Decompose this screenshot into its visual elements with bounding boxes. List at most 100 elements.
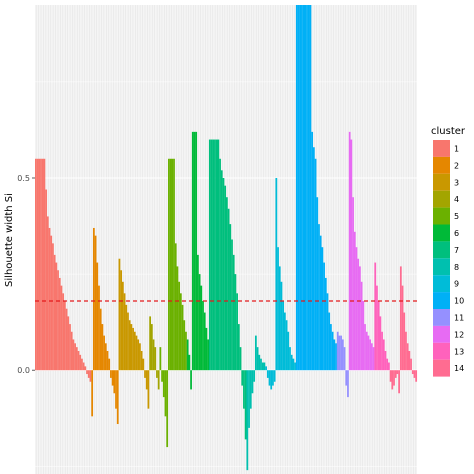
- silhouette-bar-cluster-5: [162, 370, 165, 398]
- silhouette-bar-cluster-3: [135, 335, 138, 371]
- silhouette-bar-cluster-2: [99, 308, 102, 371]
- silhouette-bar-cluster-9: [277, 247, 279, 371]
- legend-label-11: 11: [454, 313, 464, 322]
- silhouette-bar-cluster-3: [128, 320, 131, 371]
- legend-label-3: 3: [454, 178, 459, 187]
- silhouette-bar-cluster-1: [48, 227, 51, 371]
- silhouette-bar-cluster-9: [273, 370, 276, 382]
- silhouette-bar-cluster-10: [319, 235, 322, 371]
- silhouette-bar-cluster-6: [202, 301, 204, 371]
- legend-key-9: [433, 275, 450, 293]
- silhouette-bar-cluster-7: [219, 158, 221, 371]
- silhouette-bar-cluster-6: [190, 370, 192, 390]
- silhouette-bar-cluster-14: [408, 350, 411, 371]
- silhouette-bar-cluster-1: [58, 277, 61, 371]
- silhouette-bar-cluster-10: [328, 312, 331, 371]
- legend-key-10: [433, 292, 450, 309]
- silhouette-bar-cluster-7: [226, 197, 228, 371]
- silhouette-bar-cluster-6: [205, 327, 208, 371]
- silhouette-bar-cluster-12: [365, 331, 368, 371]
- silhouette-bar-cluster-6: [186, 339, 189, 371]
- silhouette-bar-cluster-12: [357, 258, 360, 371]
- silhouette-bar-cluster-7: [217, 139, 220, 371]
- legend-key-6: [433, 224, 450, 242]
- silhouette-bar-cluster-7: [232, 254, 235, 371]
- silhouette-bar-cluster-8: [249, 370, 252, 409]
- legend-label-6: 6: [454, 229, 459, 238]
- legend-key-12: [433, 325, 450, 343]
- silhouette-bar-cluster-12: [367, 335, 370, 371]
- legend-label-1: 1: [454, 144, 459, 153]
- silhouette-bar-cluster-8: [251, 370, 254, 394]
- legend-key-2: [433, 156, 450, 174]
- silhouette-bar-cluster-10: [323, 262, 325, 371]
- silhouette-bar-cluster-8: [246, 370, 249, 471]
- silhouette-bar-cluster-13: [376, 285, 378, 371]
- silhouette-bar-cluster-13: [377, 301, 380, 371]
- silhouette-bar-cluster-10: [299, 5, 302, 371]
- silhouette-bar-cluster-4: [149, 316, 152, 371]
- silhouette-bar-cluster-1: [55, 262, 58, 371]
- legend-key-4: [433, 190, 450, 208]
- silhouette-bar-cluster-3: [130, 324, 133, 371]
- silhouette-bar-cluster-1: [84, 366, 87, 371]
- silhouette-bar-cluster-1: [52, 243, 54, 371]
- silhouette-bar-cluster-12: [362, 301, 365, 371]
- silhouette-bar-cluster-7: [215, 139, 218, 371]
- silhouette-bar-cluster-2: [115, 370, 117, 409]
- y-axis-title: Silhouette width Si: [4, 193, 15, 287]
- silhouette-bar-cluster-2: [96, 262, 99, 371]
- silhouette-bar-cluster-1: [86, 370, 88, 375]
- silhouette-bar-cluster-1: [65, 308, 68, 371]
- silhouette-bar-cluster-6: [191, 131, 194, 371]
- silhouette-bar-cluster-13: [374, 262, 377, 371]
- silhouette-bar-cluster-8: [254, 335, 257, 371]
- silhouette-bar-cluster-7: [234, 274, 237, 371]
- silhouette-bar-cluster-10: [333, 339, 336, 371]
- silhouette-bar-cluster-9: [285, 320, 288, 371]
- silhouette-bar-cluster-14: [396, 370, 399, 375]
- silhouette-bar-cluster-8: [261, 362, 264, 371]
- silhouette-bar-cluster-6: [200, 285, 203, 371]
- silhouette-bar-cluster-10: [302, 5, 305, 371]
- silhouette-bar-cluster-3: [123, 293, 126, 371]
- silhouette-bar-cluster-3: [132, 327, 134, 371]
- silhouette-bar-cluster-1: [60, 285, 63, 371]
- silhouette-bar-cluster-9: [287, 331, 290, 371]
- silhouette-bar-cluster-1: [57, 270, 59, 371]
- silhouette-bar-cluster-9: [283, 312, 286, 371]
- silhouette-bar-cluster-2: [98, 285, 100, 371]
- legend-label-2: 2: [454, 161, 459, 170]
- silhouette-bar-cluster-8: [253, 370, 256, 382]
- silhouette-bar-cluster-9: [268, 370, 271, 386]
- silhouette-bar-cluster-10: [309, 5, 312, 371]
- silhouette-bar-cluster-9: [278, 266, 281, 371]
- silhouette-bar-cluster-13: [384, 350, 387, 371]
- silhouette-bar-cluster-3: [144, 370, 146, 378]
- legend-title: cluster: [431, 126, 466, 137]
- silhouette-bar-cluster-1: [35, 158, 37, 371]
- silhouette-bar-cluster-2: [103, 335, 105, 371]
- silhouette-bar-cluster-14: [393, 370, 395, 386]
- silhouette-bar-cluster-1: [75, 347, 78, 371]
- silhouette-bar-cluster-11: [343, 347, 346, 371]
- silhouette-bar-cluster-9: [275, 177, 278, 371]
- silhouette-bar-cluster-7: [222, 177, 225, 371]
- silhouette-bar-cluster-11: [345, 370, 348, 386]
- silhouette-bar-cluster-9: [292, 358, 295, 371]
- silhouette-bar-cluster-1: [67, 316, 70, 371]
- silhouette-bar-cluster-3: [142, 358, 145, 371]
- silhouette-bar-cluster-11: [347, 370, 349, 398]
- silhouette-bar-cluster-3: [139, 343, 141, 371]
- silhouette-bar-cluster-5: [185, 331, 187, 371]
- silhouette-bar-cluster-1: [63, 301, 66, 371]
- silhouette-bar-cluster-7: [214, 139, 216, 371]
- silhouette-bar-cluster-3: [147, 370, 150, 409]
- silhouette-bar-cluster-9: [272, 370, 274, 386]
- silhouette-bar-cluster-14: [406, 343, 409, 371]
- silhouette-bar-cluster-1: [50, 235, 53, 371]
- silhouette-bar-cluster-5: [164, 370, 167, 417]
- silhouette-bar-cluster-5: [166, 370, 169, 448]
